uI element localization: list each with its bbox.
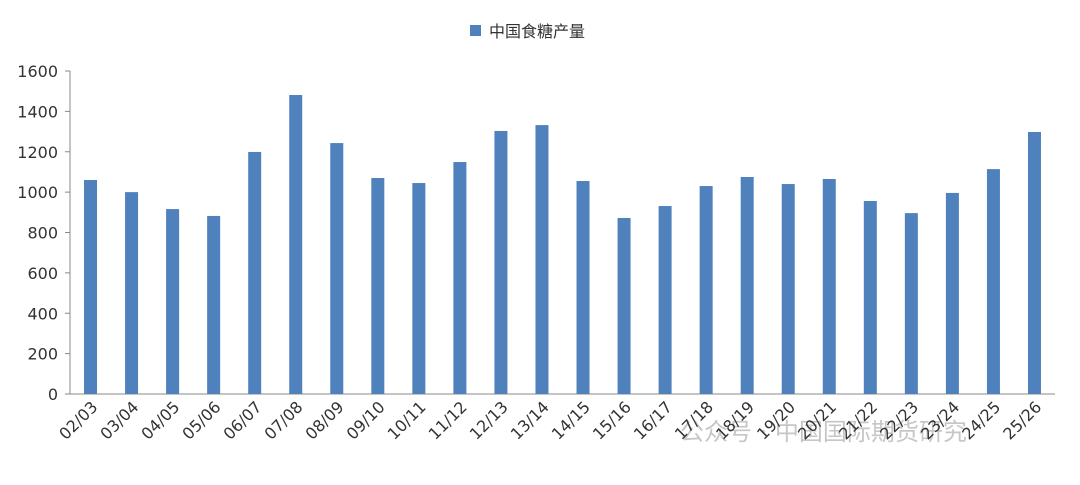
x-tick-label: 11/12: [425, 397, 471, 443]
watermark: 公众号 · 中国国际期货研究: [680, 418, 967, 446]
x-tick-label: 02/03: [55, 397, 101, 443]
bar: [1027, 131, 1041, 394]
x-tick-label: 09/10: [343, 397, 389, 443]
x-tick-label: 04/05: [137, 397, 183, 443]
bar: [125, 192, 139, 394]
legend-label: 中国食糖产量: [489, 22, 585, 41]
bar: [617, 217, 631, 394]
bar: [699, 186, 713, 394]
bar: [822, 179, 836, 394]
bar: [166, 209, 180, 394]
bar: [371, 177, 385, 394]
x-tick-label: 14/15: [548, 397, 594, 443]
x-tick-label: 10/11: [384, 397, 430, 443]
bar: [289, 95, 303, 394]
x-tick-label: 15/16: [589, 397, 635, 443]
y-tick-label: 1400: [17, 102, 58, 121]
x-tick-label: 25/26: [999, 397, 1045, 443]
y-tick-label: 0: [48, 385, 58, 404]
bar: [207, 215, 221, 394]
x-tick-label: 12/13: [466, 397, 512, 443]
x-tick-label: 08/09: [302, 397, 348, 443]
y-tick-label: 800: [27, 224, 58, 243]
bar: [248, 151, 262, 394]
legend-swatch: [470, 25, 481, 36]
y-tick-label: 200: [27, 345, 58, 364]
bar: [412, 183, 426, 394]
y-tick-label: 600: [27, 264, 58, 283]
bar: [986, 169, 1000, 394]
y-tick-label: 1200: [17, 143, 58, 162]
y-tick-label: 400: [27, 304, 58, 323]
bar: [330, 143, 344, 394]
x-tick-label: 03/04: [96, 397, 142, 443]
x-tick-label: 05/06: [178, 397, 224, 443]
y-tick-label: 1000: [17, 183, 58, 202]
x-tick-label: 07/08: [261, 397, 307, 443]
bar: [740, 176, 754, 394]
bar: [863, 201, 877, 394]
bar: [781, 184, 795, 394]
y-tick-label: 1600: [17, 62, 58, 81]
x-tick-label: 16/17: [630, 397, 676, 443]
bar: [658, 206, 672, 394]
bar: [904, 213, 918, 394]
bar: [945, 192, 959, 394]
bar: [576, 181, 590, 394]
x-tick-label: 13/14: [507, 397, 553, 443]
bar: [494, 130, 508, 394]
x-tick-label: 06/07: [219, 397, 265, 443]
bar: [453, 162, 467, 394]
bar: [535, 125, 549, 394]
bar: [84, 180, 98, 394]
